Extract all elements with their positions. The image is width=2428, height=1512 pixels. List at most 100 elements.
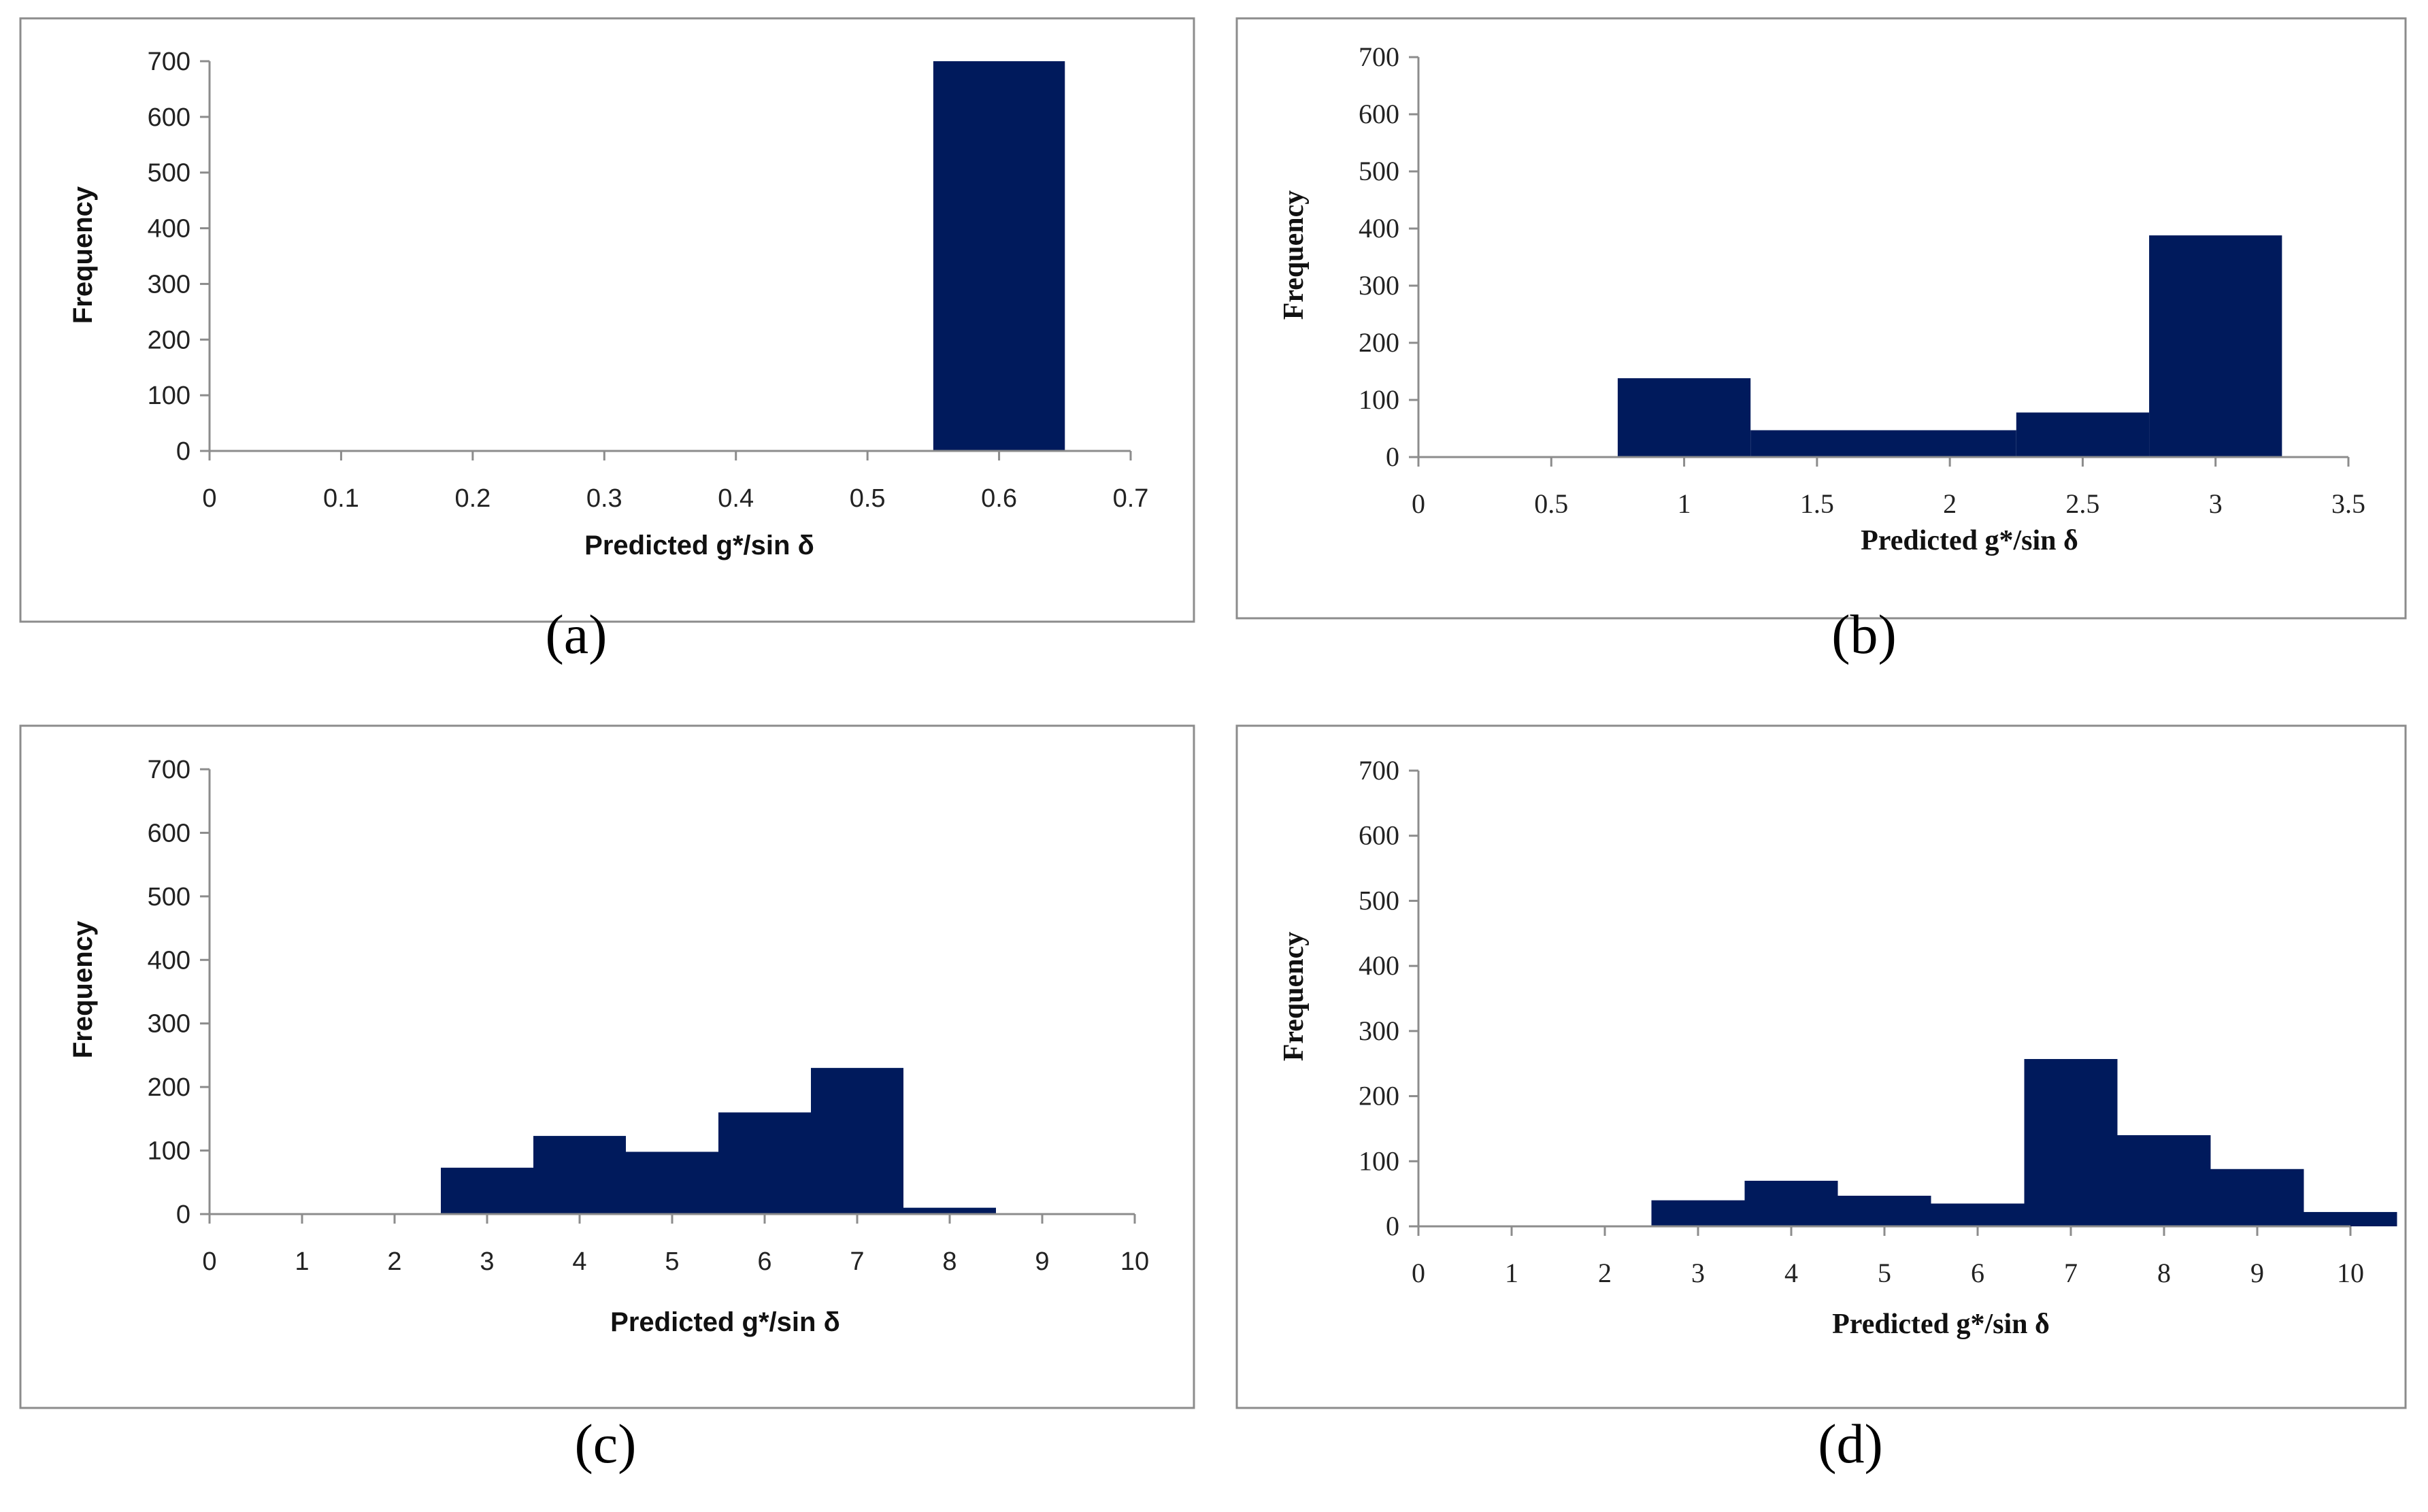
chart-frame [19, 724, 1195, 1409]
y-axis-label: Frequency [1278, 932, 1310, 1062]
histogram-bar [2024, 1059, 2118, 1226]
x-tick-label: 3 [2209, 488, 2223, 519]
x-tick-label: 9 [2250, 1258, 2264, 1288]
histogram-bar [1883, 430, 2016, 457]
y-tick-label: 100 [148, 382, 190, 410]
x-tick-label: 0.5 [1534, 488, 1568, 519]
y-tick-label: 400 [1359, 213, 1399, 243]
y-tick-label: 700 [1359, 755, 1399, 786]
x-tick-label: 1 [295, 1247, 309, 1276]
x-axis-label: Predicted g*/sin δ [1861, 525, 2078, 556]
x-tick-label: 7 [850, 1247, 864, 1276]
x-tick-label: 0.3 [586, 484, 622, 513]
y-axis-label: Frequency [68, 920, 98, 1058]
x-tick-label: 4 [1784, 1258, 1798, 1288]
y-tick-label: 200 [148, 326, 190, 354]
y-tick-label: 700 [148, 756, 190, 784]
x-tick-label: 6 [757, 1247, 771, 1276]
x-tick-label: 7 [2064, 1258, 2078, 1288]
histogram-bar [933, 61, 1065, 451]
y-tick-label: 500 [148, 159, 190, 188]
y-tick-label: 0 [176, 437, 190, 466]
y-tick-label: 0 [176, 1200, 190, 1229]
x-axis-label: Predicted g*/sin δ [610, 1307, 840, 1337]
y-tick-label: 400 [148, 215, 190, 243]
x-tick-label: 0.1 [323, 484, 359, 513]
y-tick-label: 300 [1359, 1015, 1399, 1046]
x-tick-label: 2 [387, 1247, 401, 1276]
x-tick-label: 0 [202, 1247, 216, 1276]
y-tick-label: 0 [1386, 1211, 1399, 1241]
histogram-bar [2016, 412, 2150, 457]
x-tick-label: 10 [1120, 1247, 1149, 1276]
y-tick-label: 200 [1359, 1081, 1399, 1111]
histogram-bar [1837, 1196, 1931, 1226]
y-tick-label: 500 [148, 883, 190, 911]
y-tick-label: 600 [148, 819, 190, 847]
histogram-bar [2210, 1169, 2304, 1226]
x-tick-label: 3 [1691, 1258, 1705, 1288]
y-tick-label: 600 [1359, 820, 1399, 851]
histogram-bar [1750, 430, 1884, 457]
x-tick-label: 10 [2337, 1258, 2364, 1288]
x-tick-label: 0.4 [718, 484, 754, 513]
histogram-bar [2149, 235, 2282, 457]
x-tick-label: 0 [202, 484, 216, 513]
histogram-bar [718, 1112, 811, 1214]
x-tick-label: 2 [1598, 1258, 1612, 1288]
y-tick-label: 700 [148, 48, 190, 76]
histogram-bar [441, 1167, 533, 1214]
histogram-bar [1651, 1200, 1745, 1226]
x-tick-label: 0.7 [1113, 484, 1149, 513]
x-tick-label: 2.5 [2065, 488, 2099, 519]
y-tick-label: 300 [148, 270, 190, 299]
subfigure-caption: (c) [574, 1413, 636, 1475]
y-axis-label: Frequency [68, 186, 98, 324]
y-tick-label: 300 [1359, 270, 1399, 301]
y-axis-label: Frequency [1278, 190, 1310, 320]
y-tick-label: 300 [148, 1010, 190, 1039]
x-tick-label: 0.6 [981, 484, 1017, 513]
x-tick-label: 2 [1943, 488, 1957, 519]
subfigure-caption: (a) [545, 603, 607, 665]
x-tick-label: 9 [1035, 1247, 1049, 1276]
histogram-bar [2117, 1135, 2211, 1226]
chart-d: 0 100 200 300 400 500 600 700 0 1 2 3 4 5 6 7 8 9 10 Predic… [1235, 724, 2407, 1475]
chart-a: 0 100 200 300 400 500 600 700 0 0.1 0.2 0.3 0.4 0.5 0.… [19, 17, 1195, 665]
x-tick-label: 0 [1412, 1258, 1425, 1288]
x-tick-label: 8 [942, 1247, 957, 1276]
x-tick-label: 5 [1878, 1258, 1891, 1288]
chart-frame [1235, 724, 2407, 1409]
y-tick-label: 100 [148, 1137, 190, 1166]
x-tick-label: 3.5 [2331, 488, 2365, 519]
y-tick-label: 0 [1386, 441, 1399, 472]
histogram-bar [626, 1152, 718, 1214]
y-tick-label: 600 [1359, 99, 1399, 129]
y-tick-label: 200 [148, 1073, 190, 1102]
histogram-bar [811, 1068, 903, 1214]
y-tick-label: 100 [1359, 384, 1399, 415]
histogram-bar [1744, 1181, 1838, 1226]
x-tick-label: 8 [2157, 1258, 2171, 1288]
histogram-bar [2304, 1211, 2397, 1226]
x-tick-label: 1.5 [1800, 488, 1834, 519]
y-tick-label: 400 [148, 946, 190, 975]
histogram-bar [1931, 1203, 2025, 1226]
histogram-bar [533, 1136, 626, 1214]
x-tick-label: 0.2 [454, 484, 490, 513]
histogram-bar [1617, 378, 1751, 457]
y-tick-label: 500 [1359, 156, 1399, 186]
x-tick-label: 4 [572, 1247, 586, 1276]
y-tick-label: 600 [148, 103, 190, 132]
x-axis-label: Predicted g*/sin δ [584, 531, 814, 560]
y-tick-label: 400 [1359, 950, 1399, 981]
x-tick-label: 3 [480, 1247, 494, 1276]
chart-b: 0 100 200 300 400 500 600 700 0 0.5 1 1.5 2 2.5 3 3.5 Pr… [1235, 17, 2407, 665]
y-tick-label: 700 [1359, 41, 1399, 72]
subfigure-caption: (d) [1818, 1413, 1883, 1475]
x-tick-label: 1 [1678, 488, 1691, 519]
y-tick-label: 200 [1359, 327, 1399, 358]
subfigure-caption: (b) [1831, 603, 1897, 665]
chart-c: 0 100 200 300 400 500 600 700 0 1 2 3 4 5 6 7 8 9 10 Predic… [19, 724, 1195, 1475]
